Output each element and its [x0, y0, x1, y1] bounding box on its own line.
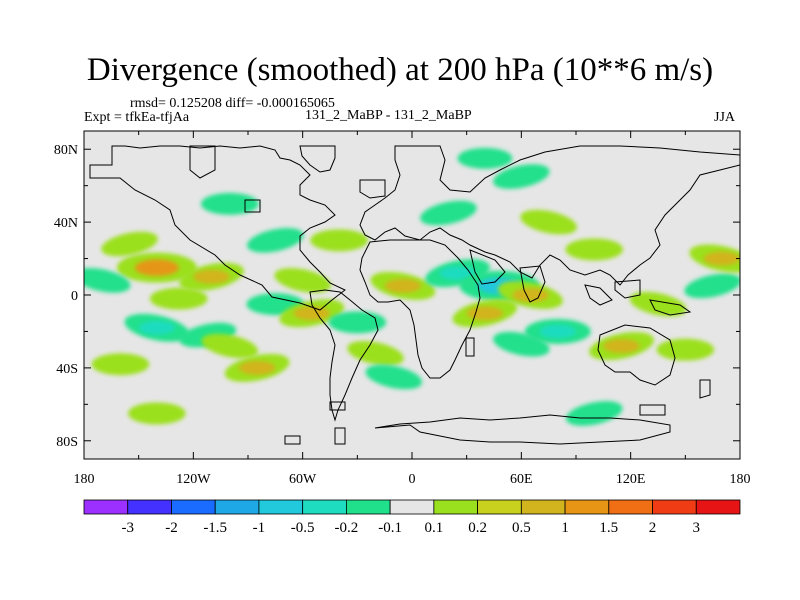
colorbar-label: -1.5 [203, 520, 227, 536]
colorbar-label: 0.1 [424, 520, 443, 536]
colorbar-label: -3 [121, 520, 134, 536]
colorbar-label: -1 [253, 520, 266, 536]
colorbar-swatch [609, 500, 653, 514]
colorbar-swatch [259, 500, 303, 514]
colorbar-label: 1.5 [599, 520, 618, 536]
colorbar-label: 0.5 [512, 520, 531, 536]
colorbar-swatch [434, 500, 478, 514]
colorbar-swatch [171, 500, 215, 514]
colorbar-swatch [303, 500, 347, 514]
colorbar-swatch [521, 500, 565, 514]
colorbar-label: 2 [649, 520, 657, 536]
colorbar-swatch [653, 500, 697, 514]
colorbar: -3 -2 -1.5 -1 -0.5 -0.2 -0.1 0.1 0.2 0.5 1 1.5 2 3 [0, 0, 800, 600]
colorbar-swatch [696, 500, 740, 514]
colorbar-label: 3 [693, 520, 701, 536]
colorbar-swatch [128, 500, 172, 514]
colorbar-label: -0.1 [378, 520, 402, 536]
colorbar-label: 1 [561, 520, 569, 536]
colorbar-swatch [215, 500, 259, 514]
colorbar-label: -0.5 [291, 520, 315, 536]
colorbar-swatch [478, 500, 522, 514]
colorbar-swatch [84, 500, 128, 514]
colorbar-swatch [565, 500, 609, 514]
colorbar-swatch [346, 500, 390, 514]
colorbar-label: 0.2 [468, 520, 487, 536]
colorbar-swatch [390, 500, 434, 514]
colorbar-label: -2 [165, 520, 178, 536]
colorbar-label: -0.2 [335, 520, 359, 536]
